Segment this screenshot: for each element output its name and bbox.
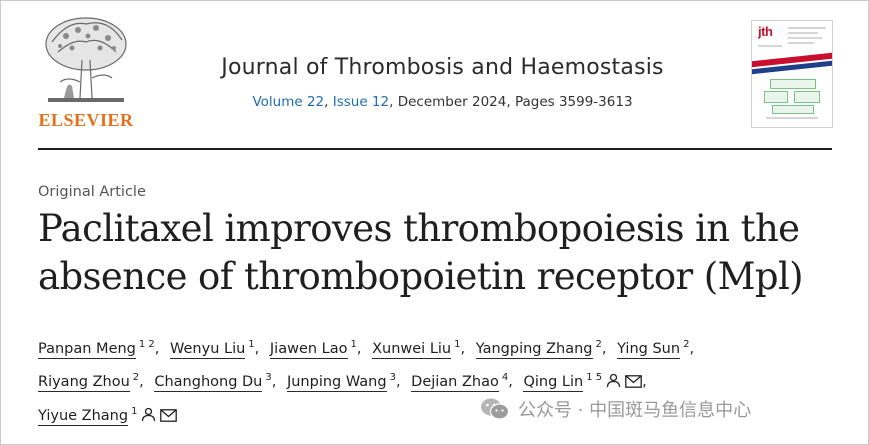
wechat-icon <box>481 398 510 420</box>
author-affiliation[interactable]: 2 <box>132 371 140 383</box>
issue-date-pages: , December 2024, Pages 3599-3613 <box>389 94 633 110</box>
author-affiliation[interactable]: 3 <box>265 371 272 383</box>
volume-link[interactable]: Volume 22 <box>252 94 325 110</box>
author-name[interactable]: Riyang Zhou <box>38 373 130 392</box>
elsevier-logo[interactable]: ELSEVIER <box>36 10 136 132</box>
author-item[interactable]: Changhong Du 3, <box>154 371 282 392</box>
author-item[interactable]: Panpan Meng 1 2, <box>38 339 165 359</box>
issue-link[interactable]: Issue 12 <box>332 94 390 110</box>
author-affiliation[interactable]: 3 <box>389 371 396 383</box>
author-name[interactable]: Ying Sun <box>617 341 681 359</box>
author-separator: , <box>395 373 401 390</box>
cover-figure-box <box>764 91 788 103</box>
author-affiliation[interactable]: 1 2 <box>138 339 155 350</box>
journal-title[interactable]: Journal of Thrombosis and Haemostasis <box>221 55 664 80</box>
author-item[interactable]: Yiyue Zhang 1 <box>38 406 178 426</box>
mail-icon[interactable] <box>625 370 642 399</box>
author-name[interactable]: Panpan Meng <box>38 341 136 359</box>
cover-decoration <box>766 117 818 119</box>
author-affiliation[interactable]: 1 <box>248 339 255 350</box>
person-icon[interactable] <box>141 404 156 433</box>
author-item[interactable]: Junping Wang 3, <box>286 371 407 392</box>
cover-decoration <box>788 37 822 39</box>
cover-figure-box <box>794 91 820 103</box>
author-item[interactable]: Wenyu Liu 1, <box>170 339 265 359</box>
journal-meta: Volume 22, Issue 12, December 2024, Page… <box>150 94 735 110</box>
article-title: Paclitaxel improves thrombopoiesis in th… <box>38 205 838 301</box>
author-affiliation[interactable]: 1 <box>350 339 357 350</box>
author-item[interactable]: Xunwei Liu 1, <box>372 339 471 359</box>
author-affiliation[interactable]: 4 <box>501 371 509 383</box>
author-item[interactable]: Jiawen Lao 1, <box>269 339 368 359</box>
author-name[interactable]: Dejian Zhao <box>411 373 499 392</box>
article-title-line: absence of thrombopoietin receptor (Mpl) <box>38 255 804 298</box>
mail-icon[interactable] <box>160 404 178 433</box>
cover-decoration <box>788 32 818 34</box>
author-affiliation[interactable]: 1 5 <box>586 371 603 383</box>
cover-logo: jth <box>758 24 773 39</box>
article-type: Original Article <box>38 184 146 200</box>
author-item[interactable]: Ying Sun 2, <box>617 339 700 359</box>
author-separator: , <box>271 373 277 390</box>
publisher-name: ELSEVIER <box>38 110 134 130</box>
author-name[interactable]: Junping Wang <box>286 373 387 392</box>
author-name[interactable]: Xunwei Liu <box>372 341 452 359</box>
author-name[interactable]: Qing Lin <box>523 373 584 392</box>
author-name[interactable]: Jiawen Lao <box>269 341 348 359</box>
author-item[interactable]: Dejian Zhao 4, <box>411 371 519 392</box>
author-separator: , <box>642 373 647 390</box>
cover-figure-box <box>772 105 814 114</box>
author-list: Panpan Meng 1 2, Wenyu Liu 1, Jiawen Lao 1,… <box>38 331 828 433</box>
author-separator: , <box>154 341 160 357</box>
cover-figure-box <box>770 79 816 89</box>
author-name[interactable]: Wenyu Liu <box>170 341 246 359</box>
cover-decoration <box>788 27 826 29</box>
author-separator: , <box>356 341 362 357</box>
author-affiliation[interactable]: 1 <box>131 406 138 417</box>
journal-cover-thumbnail[interactable]: jth <box>751 20 833 128</box>
author-separator: , <box>139 373 144 390</box>
volume-issue-separator: , <box>324 94 333 110</box>
author-separator: , <box>508 373 513 390</box>
author-affiliation[interactable]: 2 <box>595 339 602 350</box>
author-affiliation[interactable]: 1 <box>454 339 461 350</box>
header-divider <box>38 148 832 150</box>
elsevier-tree-icon <box>38 12 134 108</box>
author-separator: , <box>601 341 607 357</box>
watermark-text: 公众号 · 中国斑马鱼信息中心 <box>518 400 752 421</box>
author-separator: , <box>689 341 695 357</box>
author-separator: , <box>254 341 260 357</box>
author-name[interactable]: Yangping Zhang <box>475 341 593 359</box>
author-affiliation[interactable]: 2 <box>683 339 690 350</box>
article-title-line: Paclitaxel improves thrombopoiesis in th… <box>38 207 800 250</box>
author-name[interactable]: Yiyue Zhang <box>38 408 129 426</box>
person-icon[interactable] <box>606 370 621 399</box>
author-item[interactable]: Riyang Zhou 2, <box>38 371 150 392</box>
wechat-watermark: 公众号 · 中国斑马鱼信息中心 <box>480 392 751 426</box>
author-name[interactable]: Changhong Du <box>154 373 263 392</box>
author-separator: , <box>460 341 466 357</box>
cover-decoration <box>788 42 814 44</box>
author-item[interactable]: Qing Lin 1 5, <box>523 371 652 392</box>
author-item[interactable]: Yangping Zhang 2, <box>475 339 613 359</box>
cover-decoration <box>758 45 782 47</box>
